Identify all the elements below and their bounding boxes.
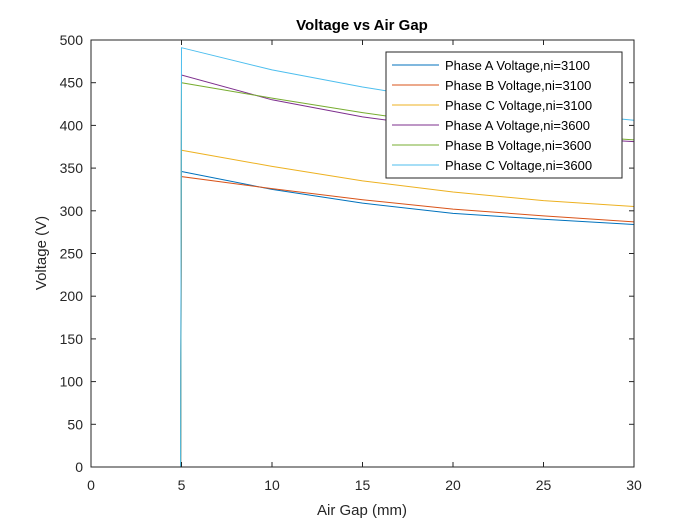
x-tick-label: 0 <box>87 477 95 493</box>
y-tick-label: 300 <box>60 203 84 219</box>
axes-layer: 0 5 10 15 20 25 300501001502002503003504004505… <box>60 32 642 493</box>
y-tick-label: 500 <box>60 32 84 48</box>
y-tick-label: 200 <box>60 288 84 304</box>
x-tick-label: 20 <box>445 477 461 493</box>
chart-title: Voltage vs Air Gap <box>296 17 428 34</box>
legend-label-6: Phase C Voltage,ni=3600 <box>445 158 592 173</box>
y-tick-label: 450 <box>60 75 84 91</box>
legend-box <box>385 51 623 179</box>
x-tick-label: 10 <box>264 477 280 493</box>
y-tick-label: 400 <box>60 117 84 133</box>
y-tick-label: 150 <box>60 331 84 347</box>
x-tick-label: 25 <box>536 477 552 493</box>
x-tick-label: 15 <box>355 477 371 493</box>
x-tick-label: 5 <box>178 477 186 493</box>
y-axis-label: Voltage (V) <box>33 216 50 290</box>
legend: Phase A Voltage,ni=3100 Phase B Voltage,n… <box>385 51 623 179</box>
legend-label-4: Phase A Voltage,ni=3600 <box>445 118 590 133</box>
y-tick-label: 100 <box>60 374 84 390</box>
y-tick-label: 50 <box>67 416 83 432</box>
legend-label-2: Phase B Voltage,ni=3100 <box>445 78 591 93</box>
y-tick-label: 0 <box>75 459 83 475</box>
y-tick-label: 350 <box>60 160 84 176</box>
legend-label-3: Phase C Voltage,ni=3100 <box>445 98 592 113</box>
x-tick-label: 30 <box>626 477 642 493</box>
y-tick-label: 250 <box>60 246 84 262</box>
legend-label-5: Phase B Voltage,ni=3600 <box>445 138 591 153</box>
x-axis-label: Air Gap (mm) <box>317 502 407 519</box>
legend-label-1: Phase A Voltage,ni=3100 <box>445 58 590 73</box>
